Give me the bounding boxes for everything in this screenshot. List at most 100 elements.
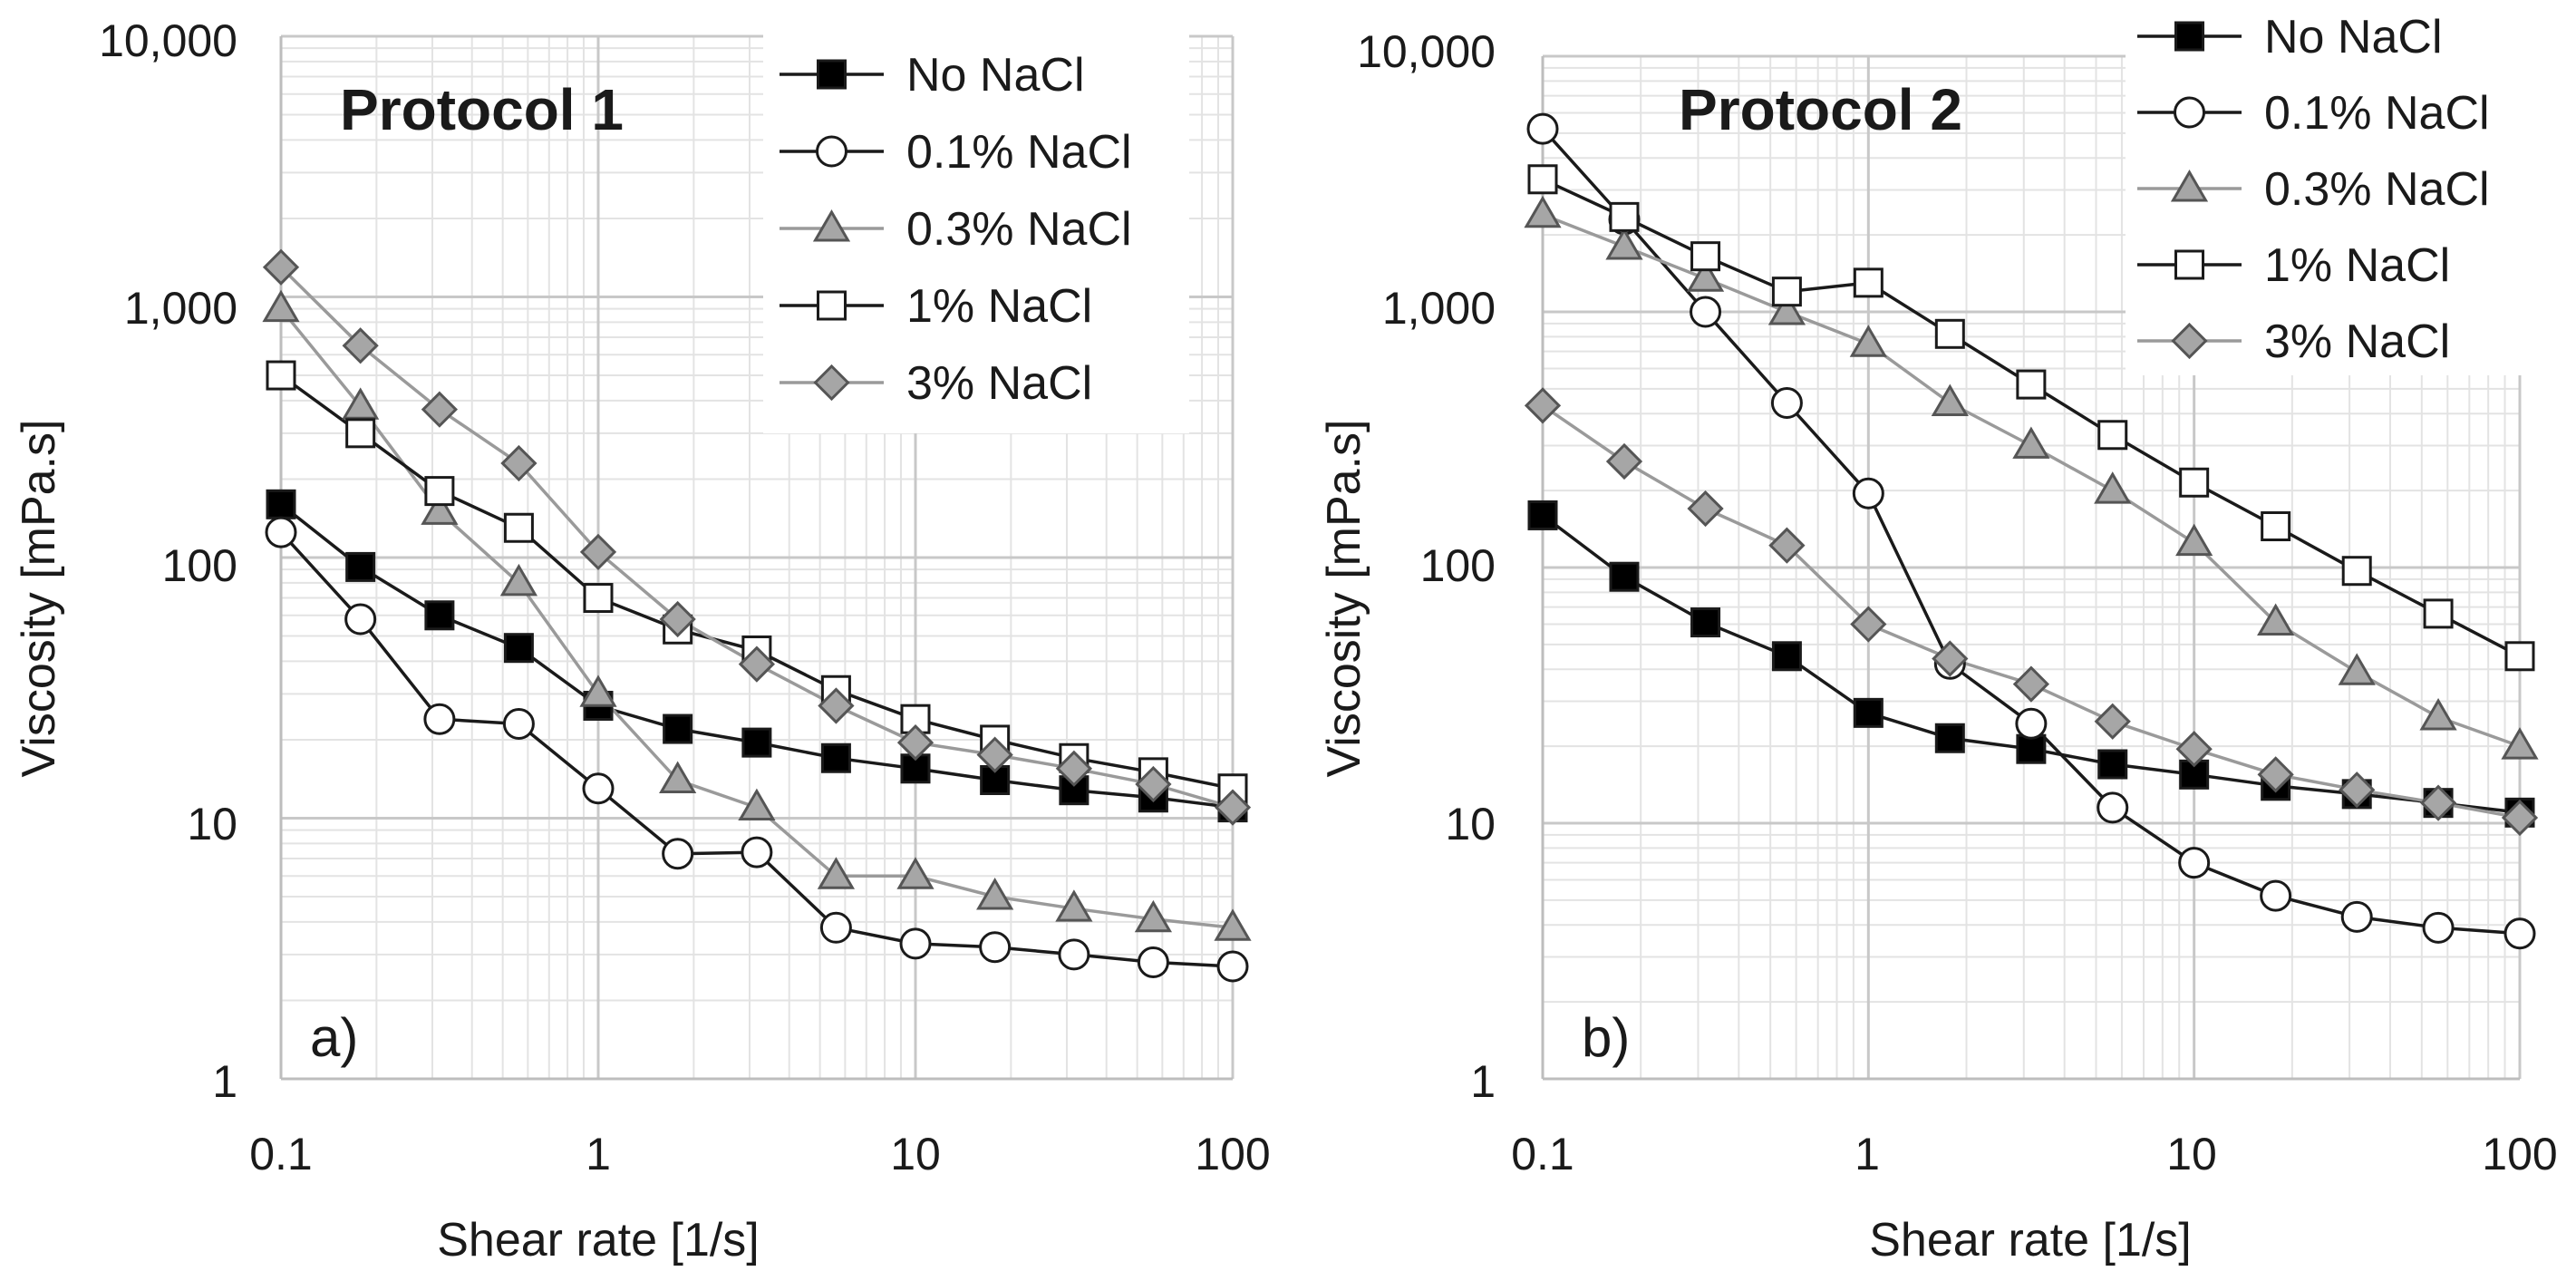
data-point-1-nacl	[2423, 598, 2454, 629]
data-point-0-1-nacl	[2178, 847, 2211, 879]
data-point-0-3-nacl	[976, 878, 1014, 910]
data-point-0-1-nacl	[1770, 387, 1803, 420]
y-axis-title: Viscosity [mPa.s]	[1318, 420, 1370, 778]
data-point-1-nacl	[2261, 510, 2291, 541]
x-tick-label: 100	[1195, 1129, 1270, 1179]
legend-label-3-nacl: 3% NaCl	[906, 357, 1092, 410]
data-point-0-1-nacl	[423, 703, 456, 735]
data-point-3-nacl	[1850, 606, 1887, 643]
data-point-0-3-nacl	[896, 857, 935, 889]
data-point-no-nacl	[1609, 561, 1640, 592]
data-point-0-3-nacl	[499, 563, 538, 597]
y-tick-label: 10,000	[1357, 26, 1496, 77]
data-point-no-nacl	[900, 753, 931, 784]
y-axis-title: Viscosity [mPa.s]	[13, 420, 65, 778]
data-point-0-3-nacl	[2501, 727, 2539, 760]
y-tick-label: 100	[1420, 540, 1496, 591]
data-point-1-nacl	[2016, 369, 2047, 400]
data-point-1-nacl	[2504, 641, 2535, 672]
legend-marker-no-nacl	[817, 59, 847, 90]
x-tick-label: 10	[890, 1129, 941, 1179]
data-point-1-nacl	[1690, 241, 1721, 272]
data-point-0-1-nacl	[662, 838, 694, 870]
chart-panel-protocol-1: 1 10 100 1,000 10,000 0.1 1 10 100 Shear…	[13, 15, 1271, 1266]
data-point-no-nacl	[2016, 733, 2047, 764]
data-point-3-nacl	[1214, 789, 1252, 826]
data-point-no-nacl	[1690, 607, 1721, 638]
data-point-1-nacl	[1853, 267, 1884, 298]
data-point-0-3-nacl	[1686, 259, 1725, 292]
data-point-0-3-nacl	[2419, 697, 2457, 731]
data-point-3-nacl	[1687, 490, 1724, 528]
data-point-3-nacl	[2175, 731, 2213, 768]
data-point-0-1-nacl	[1690, 296, 1722, 328]
panel-title: Protocol 2	[1679, 77, 1962, 142]
data-point-1-nacl	[424, 476, 455, 507]
data-point-0-3-nacl	[1767, 293, 1806, 325]
legend-marker-0-1-nacl	[2174, 96, 2205, 129]
data-point-1-nacl	[503, 512, 534, 543]
data-point-0-1-nacl	[1137, 946, 1169, 978]
data-point-3-nacl	[896, 723, 935, 762]
panel-label: a)	[310, 1007, 358, 1068]
series-group-b	[1524, 112, 2539, 950]
legend-marker-0-1-nacl	[816, 135, 847, 168]
x-tick-label: 100	[2482, 1129, 2557, 1179]
data-point-0-3-nacl	[262, 289, 300, 323]
y-tick-label: 10,000	[99, 15, 237, 66]
data-point-no-nacl	[2097, 749, 2128, 780]
panel-title: Protocol 1	[340, 77, 624, 142]
legend-marker-0-3-nacl	[812, 209, 851, 242]
data-point-1-nacl	[2341, 556, 2372, 587]
data-point-1-nacl	[2179, 467, 2210, 498]
data-point-3-nacl	[2419, 784, 2457, 821]
series-line-1-nacl	[279, 374, 1234, 791]
data-point-0-1-nacl	[1216, 950, 1249, 983]
data-point-3-nacl	[262, 248, 300, 286]
legend-label-no-nacl: No NaCl	[2264, 11, 2443, 63]
data-point-3-nacl	[1055, 750, 1093, 787]
data-point-0-3-nacl	[1931, 383, 1969, 417]
data-point-no-nacl	[663, 713, 693, 744]
data-point-no-nacl	[820, 742, 851, 773]
data-point-0-3-nacl	[1055, 889, 1093, 922]
legend-marker-1-nacl	[2174, 249, 2204, 280]
y-tick-label: 1	[212, 1056, 237, 1107]
data-point-0-1-nacl	[2503, 917, 2536, 950]
panel-label: b)	[1582, 1007, 1630, 1068]
data-point-no-nacl	[741, 727, 772, 758]
data-point-3-nacl	[1605, 442, 1643, 480]
data-point-1-nacl	[1527, 164, 1558, 195]
x-axis-title: Shear rate [1/s]	[437, 1214, 760, 1266]
x-axis-title: Shear rate [1/s]	[1869, 1214, 2192, 1266]
data-point-0-1-nacl	[502, 708, 535, 741]
legend-label-1-nacl: 1% NaCl	[906, 280, 1092, 333]
data-point-0-1-nacl	[899, 927, 932, 960]
data-point-3-nacl	[1768, 527, 1806, 564]
data-point-no-nacl	[266, 489, 296, 519]
x-tick-label: 0.1	[249, 1129, 313, 1179]
data-point-no-nacl	[1771, 641, 1802, 672]
legend-marker-no-nacl	[2174, 21, 2204, 52]
data-point-0-1-nacl	[819, 911, 852, 944]
y-tick-label: 10	[187, 799, 237, 849]
data-point-no-nacl	[503, 633, 534, 664]
legend-label-3-nacl: 3% NaCl	[2264, 315, 2450, 368]
data-point-no-nacl	[345, 551, 376, 582]
data-point-0-3-nacl	[579, 674, 617, 707]
data-point-0-1-nacl	[1852, 477, 1884, 509]
x-tick-label: 10	[2166, 1129, 2217, 1179]
data-point-0-1-nacl	[2422, 911, 2455, 944]
chart-panel-protocol-2: 1 10 100 1,000 10,000 0.1 1 10 100 Shear…	[1318, 2, 2562, 1266]
data-point-0-3-nacl	[2338, 653, 2376, 685]
data-point-0-1-nacl	[2340, 900, 2373, 933]
data-point-0-1-nacl	[2260, 879, 2292, 912]
data-point-0-1-nacl	[582, 772, 615, 805]
data-point-0-3-nacl	[2012, 426, 2050, 459]
legend-label-1-nacl: 1% NaCl	[2264, 239, 2450, 292]
y-tick-label: 1,000	[124, 283, 237, 334]
y-tick-label: 1,000	[1382, 283, 1496, 334]
data-point-no-nacl	[1853, 697, 1884, 728]
data-point-0-3-nacl	[1524, 195, 1562, 228]
data-point-no-nacl	[424, 600, 455, 631]
